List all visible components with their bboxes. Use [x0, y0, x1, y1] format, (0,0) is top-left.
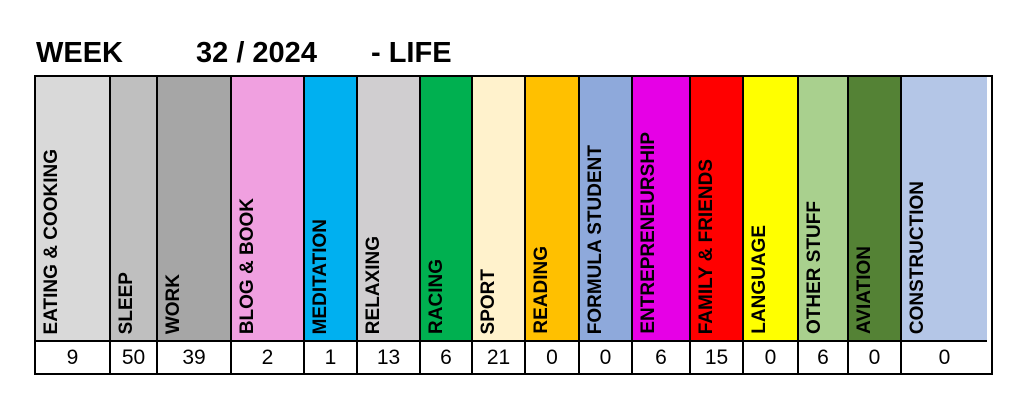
- category-color-band: OTHER STUFF: [799, 77, 847, 340]
- category-family-and-friends: FAMILY & FRIENDS 15: [691, 77, 744, 373]
- week-label: WEEK: [36, 37, 123, 69]
- category-reading: READING 0: [526, 77, 580, 373]
- time-table: EATING & COOKING 9 SLEEP 50 WORK 39 BLOG & BOO…: [34, 75, 993, 375]
- category-value: 15: [691, 340, 742, 373]
- category-formula-student: FORMULA STUDENT 0: [580, 77, 633, 373]
- category-label: FAMILY & FRIENDS: [696, 158, 717, 334]
- category-color-band: ENTREPRENEURSHIP: [633, 77, 689, 340]
- category-value: 6: [421, 340, 471, 373]
- category-label: RACING: [426, 259, 447, 334]
- week-number: 32 / 2024: [196, 37, 317, 69]
- category-label: FORMULA STUDENT: [585, 144, 606, 334]
- category-color-band: RELAXING: [358, 77, 419, 340]
- category-label: RELAXING: [363, 235, 384, 334]
- category-label: CONSTRUCTION: [907, 180, 928, 334]
- category-label: BLOG & BOOK: [237, 197, 258, 334]
- category-sleep: SLEEP 50: [111, 77, 158, 373]
- category-color-band: WORK: [158, 77, 230, 340]
- category-meditation: MEDITATION 1: [305, 77, 358, 373]
- category-value: 0: [902, 340, 987, 373]
- category-blog-and-book: BLOG & BOOK 2: [232, 77, 305, 373]
- category-sport: SPORT 21: [473, 77, 526, 373]
- category-value: 9: [36, 340, 109, 373]
- category-value: 0: [744, 340, 797, 373]
- category-value: 50: [111, 340, 156, 373]
- category-color-band: FORMULA STUDENT: [580, 77, 631, 340]
- category-eating-and-cooking: EATING & COOKING 9: [36, 77, 111, 373]
- category-label: READING: [531, 246, 552, 334]
- category-value: 21: [473, 340, 524, 373]
- category-color-band: SPORT: [473, 77, 524, 340]
- category-other-stuff: OTHER STUFF 6: [799, 77, 849, 373]
- category-entrepreneurship: ENTREPRENEURSHIP 6: [633, 77, 691, 373]
- category-label: MEDITATION: [310, 218, 331, 334]
- category-color-band: LANGUAGE: [744, 77, 797, 340]
- category-label: OTHER STUFF: [804, 201, 825, 334]
- category-value: 6: [799, 340, 847, 373]
- category-racing: RACING 6: [421, 77, 473, 373]
- category-color-band: EATING & COOKING: [36, 77, 109, 340]
- category-label: WORK: [163, 273, 184, 334]
- category-color-band: RACING: [421, 77, 471, 340]
- category-label: LANGUAGE: [749, 225, 770, 334]
- category-construction: CONSTRUCTION 0: [902, 77, 987, 373]
- category-color-band: AVIATION: [849, 77, 900, 340]
- category-value: 39: [158, 340, 230, 373]
- category-value: 1: [305, 340, 356, 373]
- category-value: 2: [232, 340, 303, 373]
- category-relaxing: RELAXING 13: [358, 77, 421, 373]
- category-color-band: SLEEP: [111, 77, 156, 340]
- category-color-band: READING: [526, 77, 578, 340]
- category-value: 0: [580, 340, 631, 373]
- category-value: 0: [526, 340, 578, 373]
- category-color-band: BLOG & BOOK: [232, 77, 303, 340]
- category-color-band: MEDITATION: [305, 77, 356, 340]
- category-color-band: CONSTRUCTION: [902, 77, 987, 340]
- section-title: - LIFE: [371, 37, 452, 69]
- category-value: 13: [358, 340, 419, 373]
- category-value: 0: [849, 340, 900, 373]
- category-label: ENTREPRENEURSHIP: [638, 132, 659, 334]
- category-label: EATING & COOKING: [41, 148, 62, 334]
- category-value: 6: [633, 340, 689, 373]
- category-language: LANGUAGE 0: [744, 77, 799, 373]
- category-label: AVIATION: [854, 246, 875, 334]
- category-aviation: AVIATION 0: [849, 77, 902, 373]
- category-work: WORK 39: [158, 77, 232, 373]
- category-color-band: FAMILY & FRIENDS: [691, 77, 742, 340]
- category-label: SLEEP: [116, 271, 137, 334]
- category-label: SPORT: [478, 268, 499, 334]
